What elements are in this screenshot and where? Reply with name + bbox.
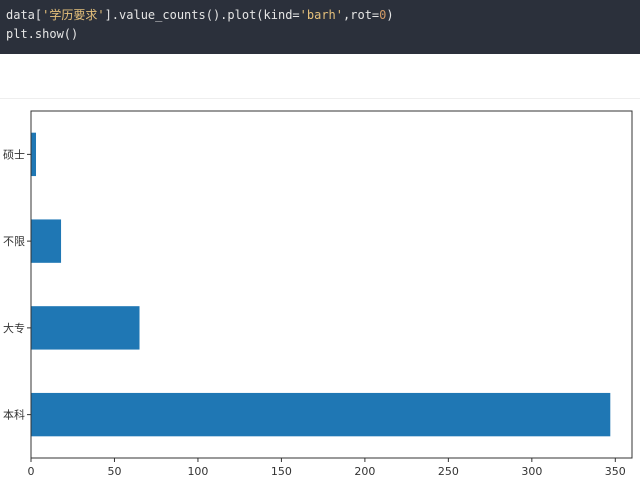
code-number-token: 0 — [379, 8, 387, 22]
x-tick-label: 0 — [28, 465, 35, 478]
code-token: data[ — [6, 8, 43, 22]
y-tick-label: 硕士 — [3, 148, 25, 161]
code-token: ) — [386, 8, 394, 22]
x-tick-label: 50 — [107, 465, 121, 478]
code-token: ].value_counts().plot(kind= — [104, 8, 300, 22]
code-cell[interactable]: data['学历要求'].value_counts().plot(kind='b… — [0, 0, 640, 54]
bar-不限 — [31, 219, 62, 263]
x-tick-label: 300 — [521, 465, 542, 478]
bar-硕士 — [31, 132, 37, 177]
bar-本科 — [31, 392, 611, 437]
x-tick-label: 250 — [438, 465, 459, 478]
code-line-2: plt.show() — [6, 27, 79, 41]
axes-group — [30, 110, 633, 459]
output-separator — [0, 98, 640, 99]
x-tick-label: 100 — [187, 465, 208, 478]
code-string-token: '学历要求' — [42, 8, 105, 22]
chart-output: 0 50 100 150 200 250 300 350 本科 大专 不限 硕士 — [0, 100, 640, 482]
bar-大专 — [31, 306, 140, 350]
y-tick-label: 不限 — [3, 235, 25, 248]
bars-group — [31, 132, 611, 437]
x-tick-label: 200 — [354, 465, 375, 478]
code-line-1: data['学历要求'].value_counts().plot(kind='b… — [6, 6, 634, 25]
barh-chart: 0 50 100 150 200 250 300 350 本科 大专 不限 硕士 — [3, 110, 633, 478]
x-tick-label: 350 — [605, 465, 626, 478]
plot-frame — [30, 110, 633, 459]
code-token: ,rot= — [343, 8, 380, 22]
y-tick-label: 大专 — [3, 321, 25, 335]
x-ticks-group: 0 50 100 150 200 250 300 350 — [28, 458, 626, 478]
code-string-token: 'barh' — [299, 8, 344, 22]
x-tick-label: 150 — [271, 465, 292, 478]
y-tick-label: 本科 — [3, 408, 25, 422]
